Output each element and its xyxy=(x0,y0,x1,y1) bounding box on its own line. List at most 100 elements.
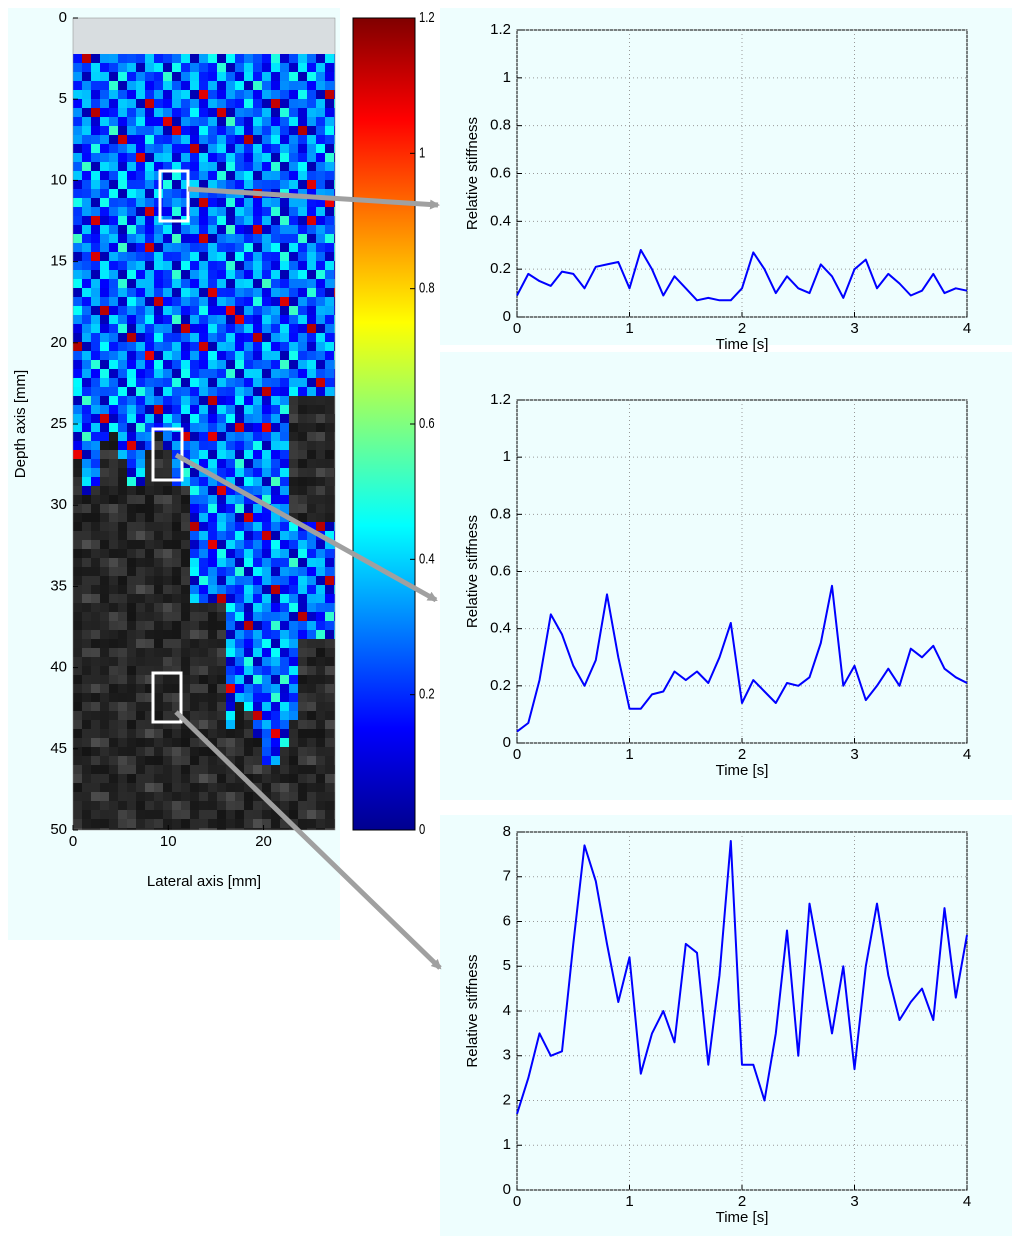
image-pixel xyxy=(145,396,154,405)
image-pixel xyxy=(244,576,253,585)
image-pixel xyxy=(325,468,334,477)
image-pixel xyxy=(181,594,190,603)
image-pixel xyxy=(316,126,325,135)
image-pixel xyxy=(316,72,325,81)
image-pixel xyxy=(208,198,217,207)
image-pixel xyxy=(127,216,136,225)
image-pixel xyxy=(316,180,325,189)
image-pixel xyxy=(235,738,244,747)
image-pixel xyxy=(316,450,325,459)
image-pixel xyxy=(226,261,235,270)
image-pixel xyxy=(91,360,100,369)
image-pixel xyxy=(136,342,145,351)
image-pixel xyxy=(262,828,271,830)
image-pixel xyxy=(289,720,298,729)
image-pixel xyxy=(199,639,208,648)
image-pixel xyxy=(73,594,82,603)
image-pixel xyxy=(235,90,244,99)
image-pixel xyxy=(136,135,145,144)
image-pixel xyxy=(118,486,127,495)
image-pixel xyxy=(235,45,244,54)
image-pixel xyxy=(244,765,253,774)
image-pixel xyxy=(262,288,271,297)
image-pixel xyxy=(208,738,217,747)
image-pixel xyxy=(316,297,325,306)
image-pixel xyxy=(100,720,109,729)
image-pixel xyxy=(172,576,181,585)
image-pixel xyxy=(154,261,163,270)
image-pixel xyxy=(154,117,163,126)
image-pixel xyxy=(298,423,307,432)
image-pixel xyxy=(136,324,145,333)
image-pixel xyxy=(298,432,307,441)
image-pixel xyxy=(271,828,280,830)
image-pixel xyxy=(298,369,307,378)
image-pixel xyxy=(253,432,262,441)
image-pixel xyxy=(127,531,136,540)
image-pixel xyxy=(145,432,154,441)
image-pixel xyxy=(316,225,325,234)
image-pixel xyxy=(73,468,82,477)
image-pixel xyxy=(190,36,199,45)
image-pixel xyxy=(154,342,163,351)
image-pixel xyxy=(100,450,109,459)
image-pixel xyxy=(325,414,334,423)
image-pixel xyxy=(82,117,91,126)
image-pixel xyxy=(325,612,334,621)
image-pixel xyxy=(217,333,226,342)
image-pixel xyxy=(145,675,154,684)
image-pixel xyxy=(307,18,316,27)
image-pixel xyxy=(163,603,172,612)
image-pixel xyxy=(280,540,289,549)
image-pixel xyxy=(253,693,262,702)
image-pixel xyxy=(118,360,127,369)
image-pixel xyxy=(100,558,109,567)
image-pixel xyxy=(244,108,253,117)
image-pixel xyxy=(280,117,289,126)
image-pixel xyxy=(334,774,335,783)
image-pixel xyxy=(280,288,289,297)
image-pixel xyxy=(280,630,289,639)
image-pixel xyxy=(136,162,145,171)
image-pixel xyxy=(325,153,334,162)
image-pixel xyxy=(307,162,316,171)
image-pixel xyxy=(82,198,91,207)
image-pixel xyxy=(109,315,118,324)
image-pixel xyxy=(163,315,172,324)
image-pixel xyxy=(253,153,262,162)
image-pixel xyxy=(100,378,109,387)
image-pixel xyxy=(172,657,181,666)
image-pixel xyxy=(217,396,226,405)
image-pixel xyxy=(118,27,127,36)
y-tick-label: 0.6 xyxy=(490,164,511,181)
image-pixel xyxy=(100,261,109,270)
image-pixel xyxy=(154,612,163,621)
image-pixel xyxy=(73,180,82,189)
image-pixel xyxy=(190,585,199,594)
image-pixel xyxy=(298,225,307,234)
image-pixel xyxy=(199,567,208,576)
image-pixel xyxy=(316,171,325,180)
image-pixel xyxy=(289,747,298,756)
image-pixel xyxy=(172,783,181,792)
image-pixel xyxy=(190,477,199,486)
image-pixel xyxy=(298,477,307,486)
image-pixel xyxy=(280,612,289,621)
image-pixel xyxy=(73,549,82,558)
image-pixel xyxy=(271,576,280,585)
image-pixel xyxy=(262,297,271,306)
image-pixel xyxy=(253,225,262,234)
image-pixel xyxy=(298,738,307,747)
image-pixel xyxy=(235,801,244,810)
image-pixel xyxy=(172,531,181,540)
image-pixel xyxy=(289,621,298,630)
image-pixel xyxy=(100,504,109,513)
image-pixel xyxy=(100,117,109,126)
image-pixel xyxy=(190,648,199,657)
image-pixel xyxy=(145,207,154,216)
image-pixel xyxy=(199,153,208,162)
image-pixel xyxy=(190,378,199,387)
image-pixel xyxy=(253,819,262,828)
image-pixel xyxy=(226,144,235,153)
image-pixel xyxy=(280,405,289,414)
